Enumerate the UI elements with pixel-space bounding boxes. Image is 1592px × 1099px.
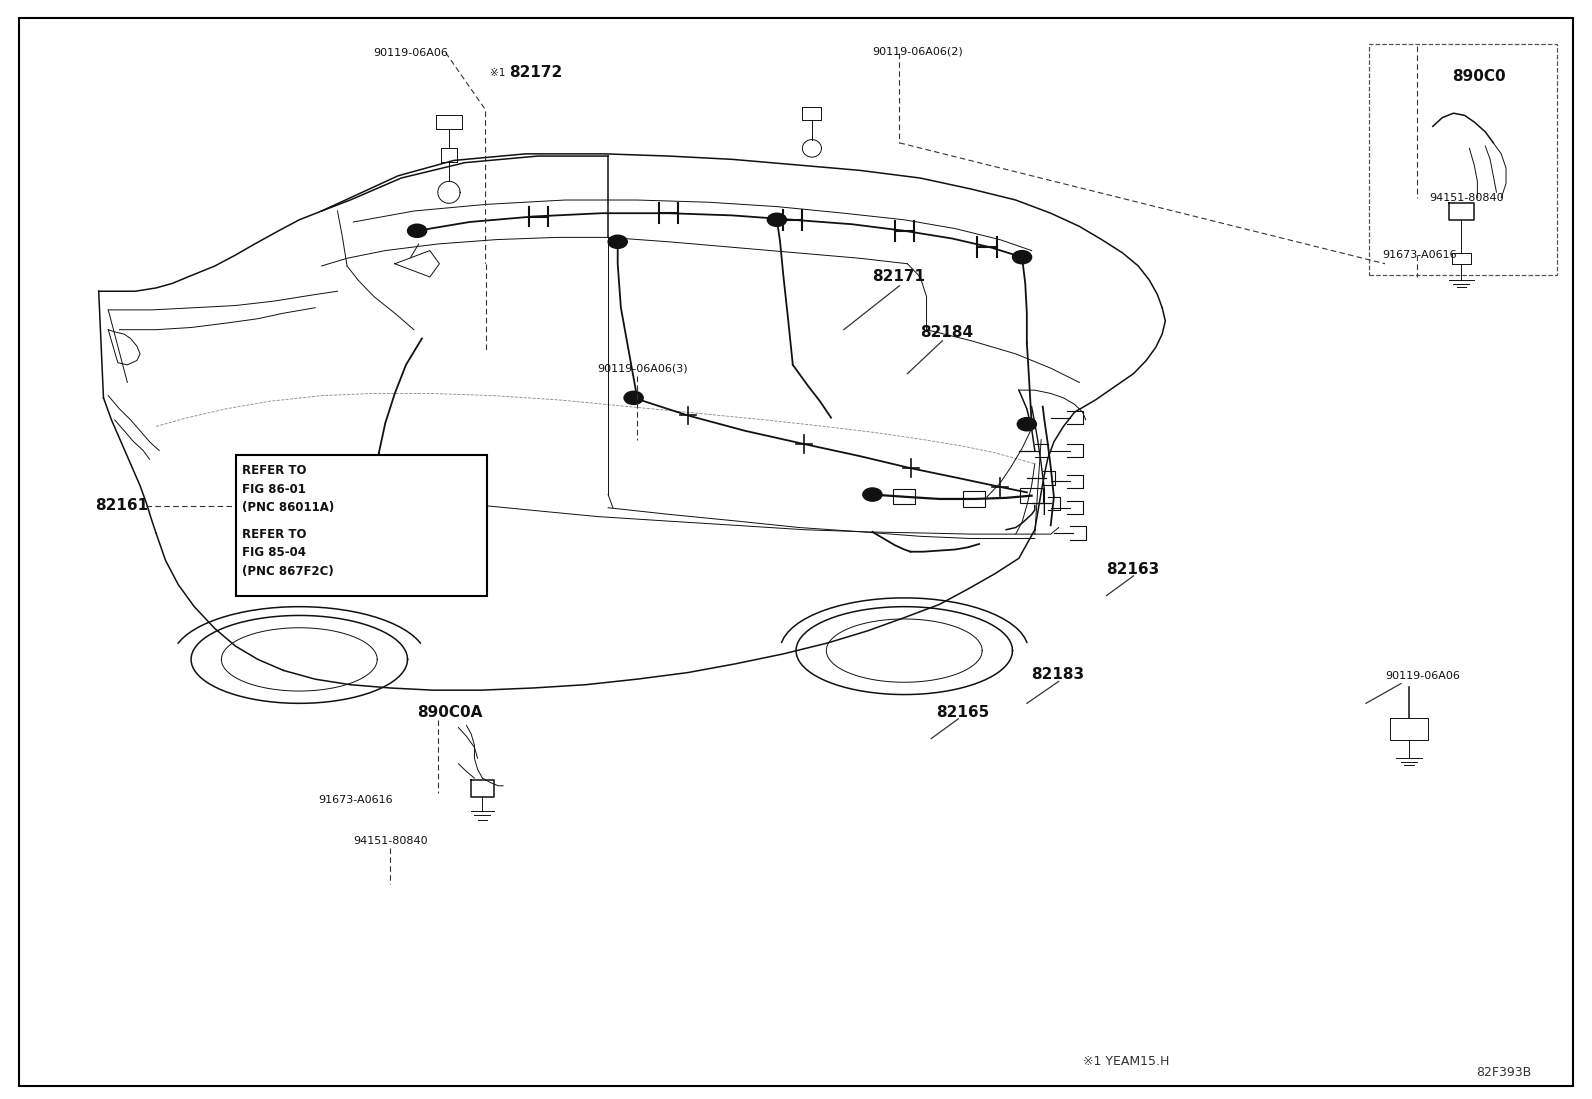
Text: 890C0A: 890C0A [417,704,482,720]
Text: 90119-06A06(3): 90119-06A06(3) [597,363,688,374]
Text: 82172: 82172 [509,65,562,80]
Bar [1369,44,1557,275]
Text: 82184: 82184 [920,325,973,341]
Bar [1020,488,1043,503]
Text: (PNC 867F2C): (PNC 867F2C) [242,565,334,578]
Text: 94151-80840: 94151-80840 [353,835,428,846]
Text: REFER TO: REFER TO [242,464,307,477]
Circle shape [408,224,427,237]
Circle shape [767,213,786,226]
Text: 890C0: 890C0 [1452,69,1506,85]
Bar [236,455,487,596]
Text: 91673-A0616: 91673-A0616 [1382,249,1457,260]
Text: 82183: 82183 [1032,667,1084,682]
Circle shape [1013,251,1032,264]
Text: FIG 86-01: FIG 86-01 [242,482,306,496]
Circle shape [624,391,643,404]
Bar [893,489,915,504]
Text: REFER TO: REFER TO [242,528,307,541]
Text: ※1 YEAM15.H: ※1 YEAM15.H [1083,1055,1169,1068]
Text: FIG 85-04: FIG 85-04 [242,546,306,559]
Text: 82F393B: 82F393B [1476,1066,1532,1079]
Text: 90119-06A06(2): 90119-06A06(2) [872,46,963,57]
Text: 82171: 82171 [872,269,925,285]
Text: 82161: 82161 [96,498,148,513]
Circle shape [1017,418,1036,431]
Text: (PNC 86011A): (PNC 86011A) [242,501,334,514]
Text: 82165: 82165 [936,704,989,720]
Text: 90119-06A06: 90119-06A06 [373,47,449,58]
Circle shape [608,235,627,248]
Circle shape [863,488,882,501]
Text: 91673-A0616: 91673-A0616 [318,795,393,806]
Text: 94151-80840: 94151-80840 [1430,192,1504,203]
Bar [963,491,985,507]
Text: ※1: ※1 [490,67,506,78]
Text: 82163: 82163 [1106,562,1159,577]
Text: 90119-06A06: 90119-06A06 [1385,670,1460,681]
